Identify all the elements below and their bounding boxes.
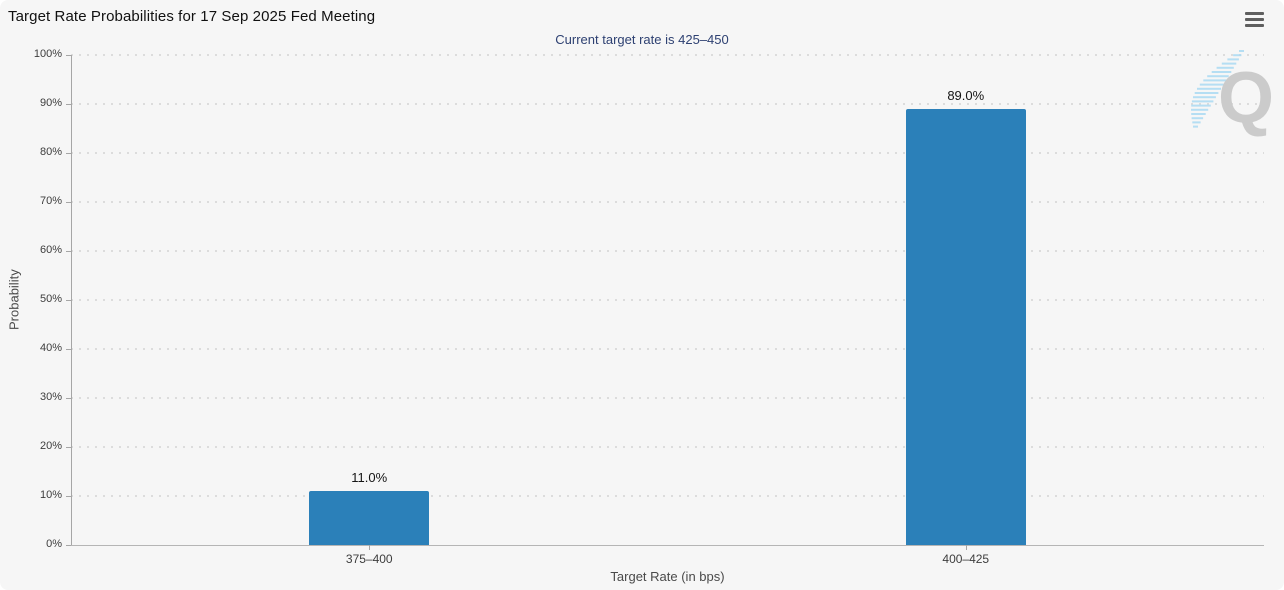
gridline-10 [71, 495, 1264, 497]
x-axis-title: Target Rate (in bps) [610, 569, 725, 584]
y-tick-mark [66, 447, 71, 448]
gridline-50 [71, 299, 1264, 301]
y-tick-label: 50% [39, 293, 62, 305]
y-tick-label: 80% [39, 146, 62, 158]
y-tick-mark [66, 251, 71, 252]
gridline-90 [71, 103, 1264, 105]
gridline-80 [71, 152, 1264, 154]
y-tick-mark [66, 349, 71, 350]
y-tick-label: 70% [39, 195, 62, 207]
y-tick-label: 100% [33, 48, 62, 60]
y-tick-mark [66, 202, 71, 203]
y-tick-mark [66, 104, 71, 105]
hamburger-icon [1244, 12, 1264, 15]
y-tick-label: 60% [39, 244, 62, 256]
bar-1[interactable] [905, 109, 1026, 545]
bar-value-label: 89.0% [947, 88, 985, 103]
bar-0[interactable] [309, 491, 430, 545]
y-tick-label: 0% [46, 538, 62, 550]
watermark-stripes [1191, 50, 1244, 128]
x-tick-label: 400–425 [942, 552, 990, 566]
y-tick-mark [66, 398, 71, 399]
x-tick-mark [965, 545, 967, 550]
hamburger-icon [1244, 18, 1264, 21]
y-tick-mark [66, 55, 71, 56]
y-tick-mark [66, 153, 71, 154]
gridline-20 [71, 446, 1264, 448]
gridline-100 [71, 54, 1264, 56]
hamburger-icon [1244, 24, 1264, 27]
y-tick-mark [66, 545, 71, 546]
y-tick-mark [66, 300, 71, 301]
watermark-q-letter: Q [1218, 58, 1275, 138]
gridline-40 [71, 348, 1264, 350]
y-tick-label: 10% [39, 489, 62, 501]
bar-value-label: 11.0% [351, 470, 388, 485]
chart-menu-button[interactable] [1240, 8, 1268, 34]
y-tick-label: 40% [39, 342, 62, 354]
x-axis-line [71, 545, 1264, 546]
gridline-30 [71, 397, 1264, 399]
y-tick-label: 20% [39, 440, 62, 452]
gridline-60 [71, 250, 1264, 252]
y-tick-label: 30% [39, 391, 62, 403]
chart-subtitle: Current target rate is 425–450 [555, 32, 729, 47]
y-axis-line [71, 55, 72, 545]
gridline-70 [71, 201, 1264, 203]
chart-title: Target Rate Probabilities for 17 Sep 202… [8, 8, 376, 25]
quikstrike-watermark: Q [1186, 46, 1284, 140]
y-tick-label: 90% [39, 97, 62, 109]
x-tick-mark [369, 545, 371, 550]
x-tick-label: 375–400 [345, 552, 393, 566]
y-tick-mark [66, 496, 71, 497]
